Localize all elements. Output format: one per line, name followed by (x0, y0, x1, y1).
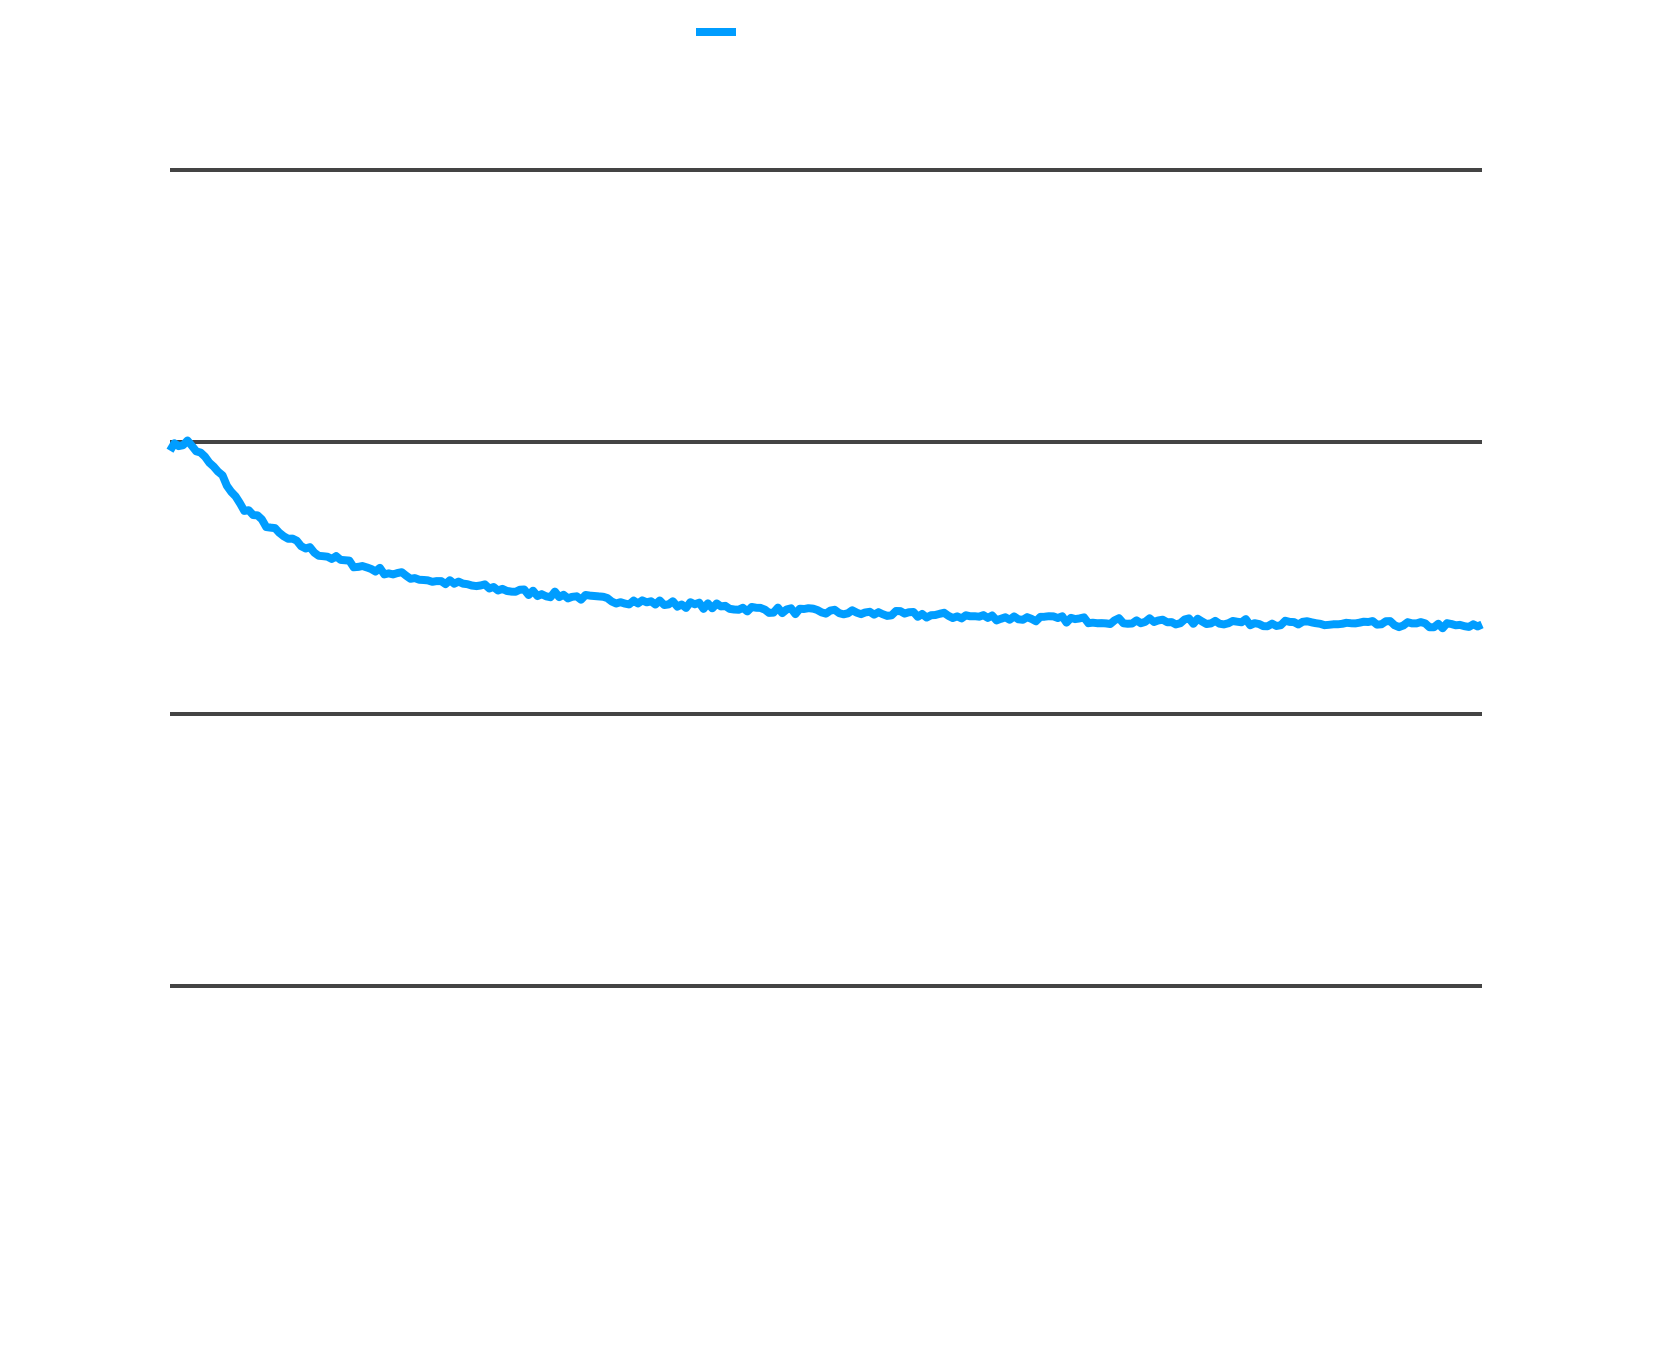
series-line-0 (166, 436, 1484, 633)
series-layer (166, 436, 1484, 633)
grid-lines (170, 168, 1482, 988)
